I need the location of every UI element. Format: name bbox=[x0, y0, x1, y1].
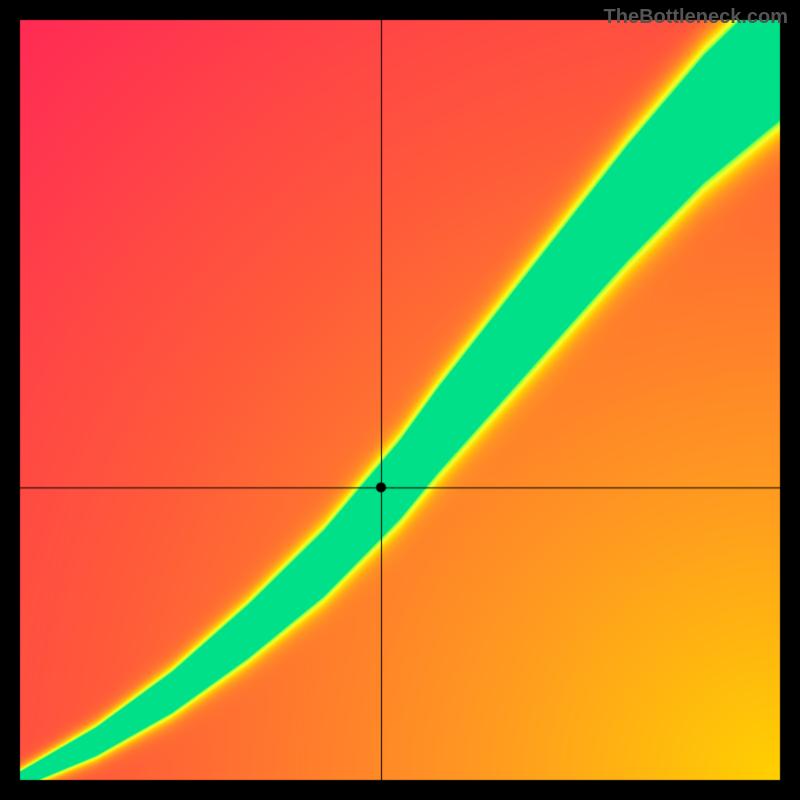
heatmap-canvas bbox=[0, 0, 800, 800]
chart-container: TheBottleneck.com bbox=[0, 0, 800, 800]
watermark-text: TheBottleneck.com bbox=[604, 6, 788, 29]
